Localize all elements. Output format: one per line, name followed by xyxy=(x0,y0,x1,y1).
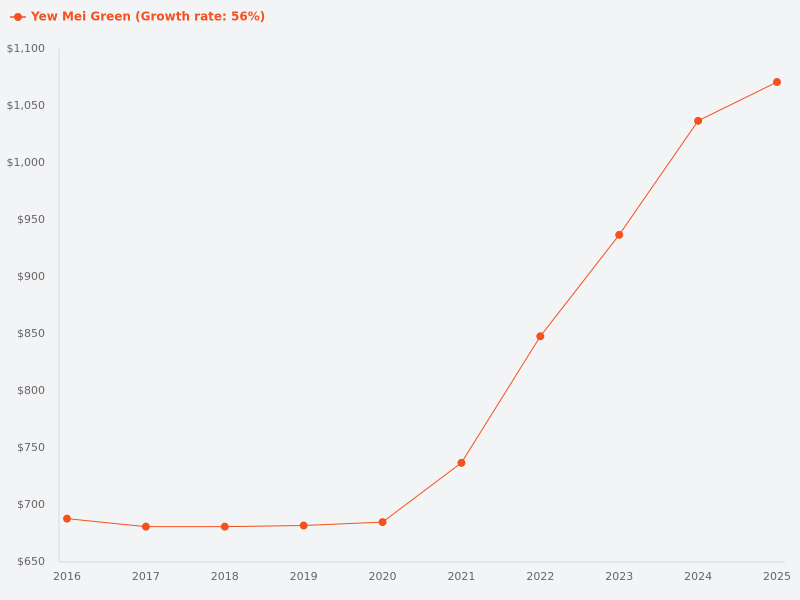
x-tick-label: 2017 xyxy=(132,570,160,583)
point xyxy=(536,332,545,341)
y-tick-label: $1,050 xyxy=(7,99,46,112)
point xyxy=(773,78,781,87)
x-tick-label: 2021 xyxy=(447,570,475,583)
legend-label: Yew Mei Green (Growth rate: 56%) xyxy=(30,10,265,24)
y-tick-label: $850 xyxy=(17,327,45,340)
x-tick-label: 2016 xyxy=(53,570,81,583)
y-tick-label: $900 xyxy=(17,270,45,283)
point xyxy=(457,458,466,467)
x-tick-label: 2024 xyxy=(684,570,712,583)
x-tick-label: 2018 xyxy=(211,570,239,583)
x-tick-label: 2020 xyxy=(369,570,397,583)
point xyxy=(141,522,150,531)
y-tick-label: $1,000 xyxy=(7,156,46,169)
x-tick-label: 2025 xyxy=(763,570,791,583)
y-tick-label: $650 xyxy=(17,555,45,568)
y-tick-label: $950 xyxy=(17,213,45,226)
point xyxy=(378,518,387,527)
point xyxy=(63,514,71,523)
series-line xyxy=(66,81,778,528)
legend-marker xyxy=(14,13,22,21)
x-tick-label: 2019 xyxy=(290,570,318,583)
point xyxy=(615,230,624,239)
y-tick-label: $1,100 xyxy=(7,42,46,55)
y-tick-label: $700 xyxy=(17,498,45,511)
point xyxy=(299,521,308,530)
y-tick-label: $800 xyxy=(17,384,45,397)
point xyxy=(694,116,703,125)
x-tick-label: 2022 xyxy=(526,570,554,583)
x-tick-label: 2023 xyxy=(605,570,633,583)
y-tick-label: $750 xyxy=(17,441,45,454)
point xyxy=(220,522,229,531)
